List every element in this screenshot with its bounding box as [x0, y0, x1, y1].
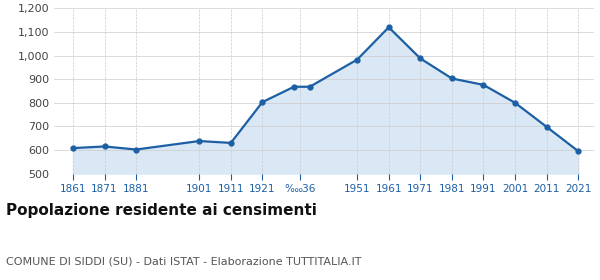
Text: COMUNE DI SIDDI (SU) - Dati ISTAT - Elaborazione TUTTITALIA.IT: COMUNE DI SIDDI (SU) - Dati ISTAT - Elab…	[6, 256, 361, 266]
Text: Popolazione residente ai censimenti: Popolazione residente ai censimenti	[6, 203, 317, 218]
